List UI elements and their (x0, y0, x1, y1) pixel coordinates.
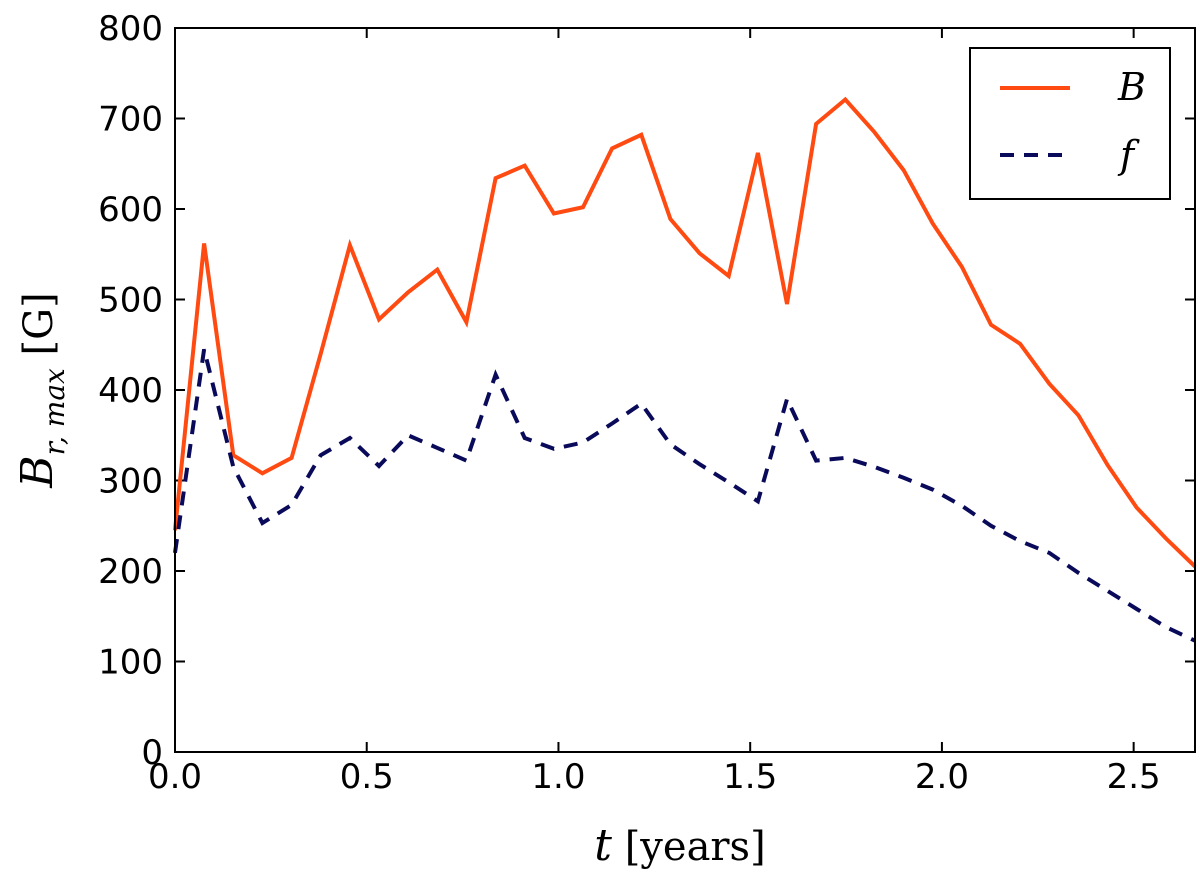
y-tick-label: 400 (98, 371, 163, 411)
plot-frame (174, 27, 1196, 753)
x-axis-ticks: 0.0 0.5 1.0 1.5 2.0 2.5 (148, 28, 1161, 797)
x-tick-label: 1.5 (723, 757, 777, 797)
x-tick-label: 2.5 (1107, 757, 1161, 797)
svg-text:t [years]: t [years] (594, 820, 765, 871)
y-tick-label: 600 (98, 190, 163, 230)
y-tick-label: 800 (98, 9, 163, 49)
x-tick-label: 0.5 (340, 757, 394, 797)
series-layer (173, 96, 1197, 643)
y-axis-label: Br, max [G] (12, 292, 71, 488)
y-tick-label: 200 (98, 552, 163, 592)
y-tick-label: 100 (98, 643, 163, 683)
legend: B f (969, 47, 1171, 200)
x-tick-label: 2.0 (915, 757, 969, 797)
y-tick-label: 300 (98, 462, 163, 502)
svg-text:Br, max [G]: Br, max [G] (12, 292, 71, 488)
y-tick-label: 0 (141, 733, 163, 773)
y-tick-label: 500 (98, 281, 163, 321)
series-line-B (173, 96, 1197, 568)
legend-label-B: B (1117, 65, 1146, 109)
x-tick-label: 0.0 (148, 757, 202, 797)
x-tick-label: 1.0 (531, 757, 585, 797)
legend-box (969, 47, 1171, 200)
y-tick-label: 700 (98, 100, 163, 140)
y-axis-ticks: 0 100 200 300 400 500 600 700 800 (98, 9, 1195, 773)
series-line-f (173, 348, 1196, 643)
x-axis-label: t [years] (594, 820, 765, 871)
